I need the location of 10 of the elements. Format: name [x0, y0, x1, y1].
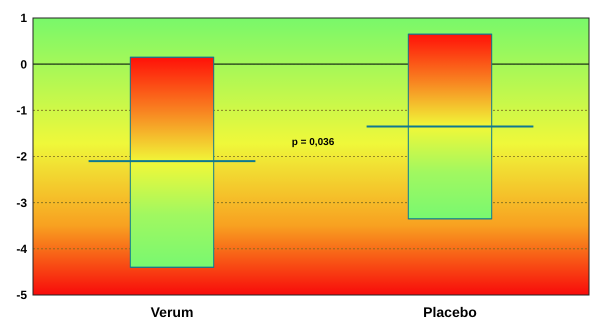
- x-tick-label: Verum: [150, 304, 194, 320]
- annotation: p = 0,036: [292, 136, 335, 148]
- y-tick-label: 1: [20, 11, 28, 26]
- y-tick-label: -3: [16, 196, 28, 210]
- y-tick-label: -4: [16, 242, 28, 256]
- y-tick-label: -2: [16, 150, 28, 164]
- y-tick-label: 0: [20, 57, 28, 72]
- x-tick-label: Placebo: [423, 304, 477, 320]
- y-tick-label: -1: [16, 104, 28, 118]
- y-tick-label: -5: [16, 288, 28, 302]
